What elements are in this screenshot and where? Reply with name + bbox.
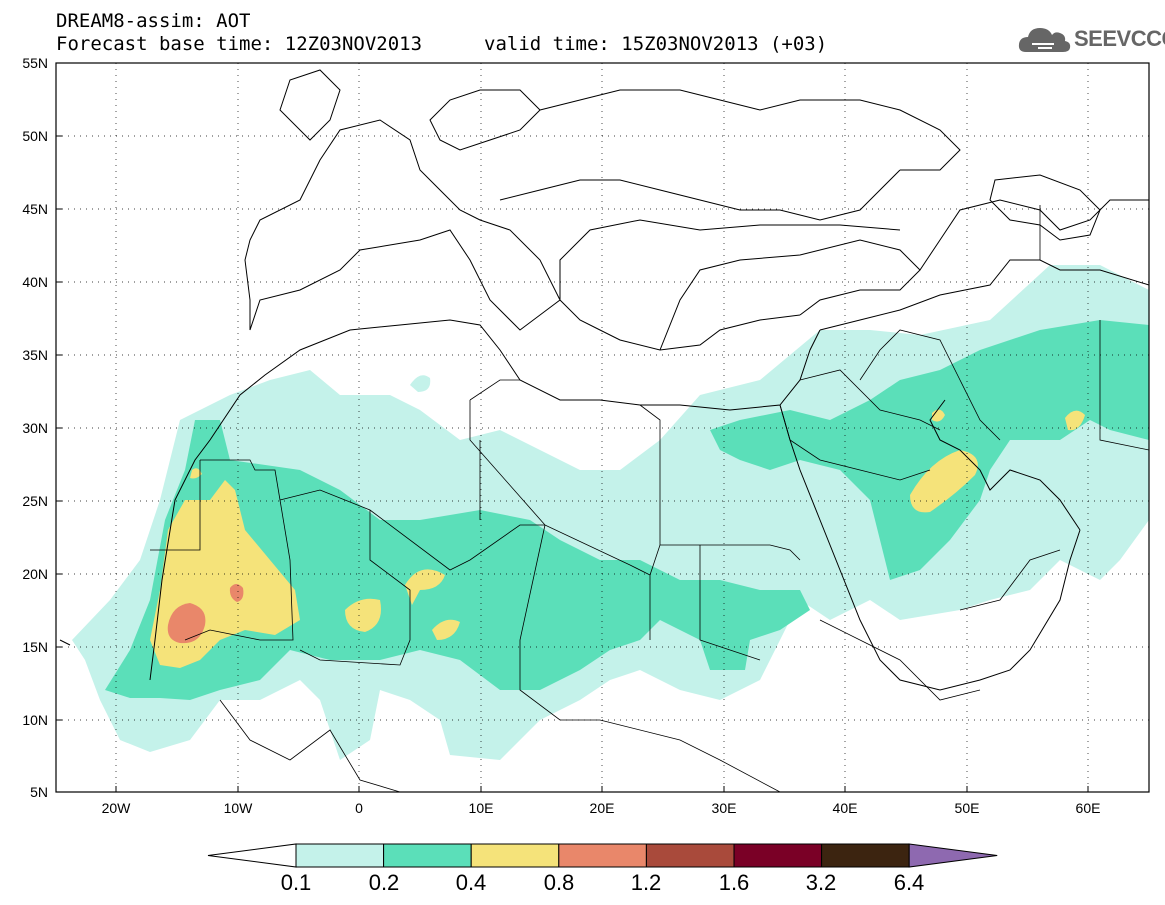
aot-contour-0.8 <box>167 603 206 644</box>
lat-label: 15N <box>22 639 48 655</box>
colorbar-swatch <box>470 843 560 868</box>
lon-label: 30E <box>712 800 737 816</box>
lat-label: 45N <box>22 201 48 217</box>
borders <box>150 205 1149 792</box>
lat-label: 5N <box>30 784 48 800</box>
colorbar-swatch <box>733 843 823 868</box>
colorbar-swatch <box>295 843 385 868</box>
colorbar-label: 0.8 <box>543 870 575 895</box>
lon-label: 50E <box>955 800 980 816</box>
seevccc-logo: SEEVCCC <box>1018 22 1165 56</box>
aot-contour-0.4-b <box>345 598 381 632</box>
colorbar-arrow-low <box>207 843 297 868</box>
map-title: DREAM8-assim: AOT <box>56 10 251 32</box>
aot-contour-0.4-c <box>405 569 445 605</box>
colorbar-label: 1.6 <box>718 870 750 895</box>
aot-contour-0.8-b <box>229 584 244 602</box>
lat-labels: 55N 50N 45N 40N 35N 30N 25N 20N 15N 10N … <box>22 55 48 800</box>
lat-label: 50N <box>22 128 48 144</box>
colorbar-label: 0.1 <box>280 870 312 895</box>
aot-contour-0.4-h <box>190 468 202 479</box>
lat-label: 25N <box>22 493 48 509</box>
lat-label: 20N <box>22 566 48 582</box>
colorbar-label: 1.2 <box>630 870 662 895</box>
aot-contour-0.1-north <box>410 375 431 392</box>
lon-label: 10E <box>469 800 494 816</box>
colorbar-swatch <box>645 843 735 868</box>
lon-label: 20W <box>102 800 132 816</box>
aot-fields <box>59 69 1149 792</box>
lat-label: 55N <box>22 55 48 71</box>
lon-label: 0 <box>355 800 363 816</box>
logo-text: SEEVCCC <box>1074 26 1165 51</box>
lon-labels: 20W 10W 0 10E 20E 30E 40E 50E 60E <box>102 800 1101 816</box>
colorbar-swatch <box>821 843 910 868</box>
lon-label: 60E <box>1076 800 1101 816</box>
lat-label: 30N <box>22 420 48 436</box>
colorbar-arrow-high <box>908 843 998 868</box>
colorbar-swatch <box>383 843 472 868</box>
lat-label: 10N <box>22 712 48 728</box>
colorbar-label: 3.2 <box>805 870 837 895</box>
colorbar-swatch <box>558 843 647 868</box>
lat-lon-grid <box>56 63 1149 792</box>
aot-contour-0.4-d <box>432 619 460 640</box>
coastlines <box>59 69 1149 691</box>
lon-label: 10W <box>224 800 254 816</box>
colorbar-label: 6.4 <box>893 870 925 895</box>
valid-time: valid time: 15Z03NOV2013 (+03) <box>484 33 828 55</box>
colorbar <box>207 843 998 868</box>
lat-label: 35N <box>22 347 48 363</box>
ticks <box>56 62 1089 793</box>
lon-label: 20E <box>590 800 615 816</box>
colorbar-label: 0.2 <box>368 870 400 895</box>
aot-contour-0.4-e <box>910 450 978 513</box>
lon-label: 40E <box>833 800 858 816</box>
aot-contour-0.2-east <box>710 320 1149 580</box>
forecast-base-time: Forecast base time: 12Z03NOV2013 <box>56 33 423 55</box>
lat-label: 40N <box>22 274 48 290</box>
aot-contour-0.4-f <box>1065 410 1085 431</box>
cloud-icon <box>1018 28 1071 52</box>
colorbar-label: 0.4 <box>455 870 487 895</box>
